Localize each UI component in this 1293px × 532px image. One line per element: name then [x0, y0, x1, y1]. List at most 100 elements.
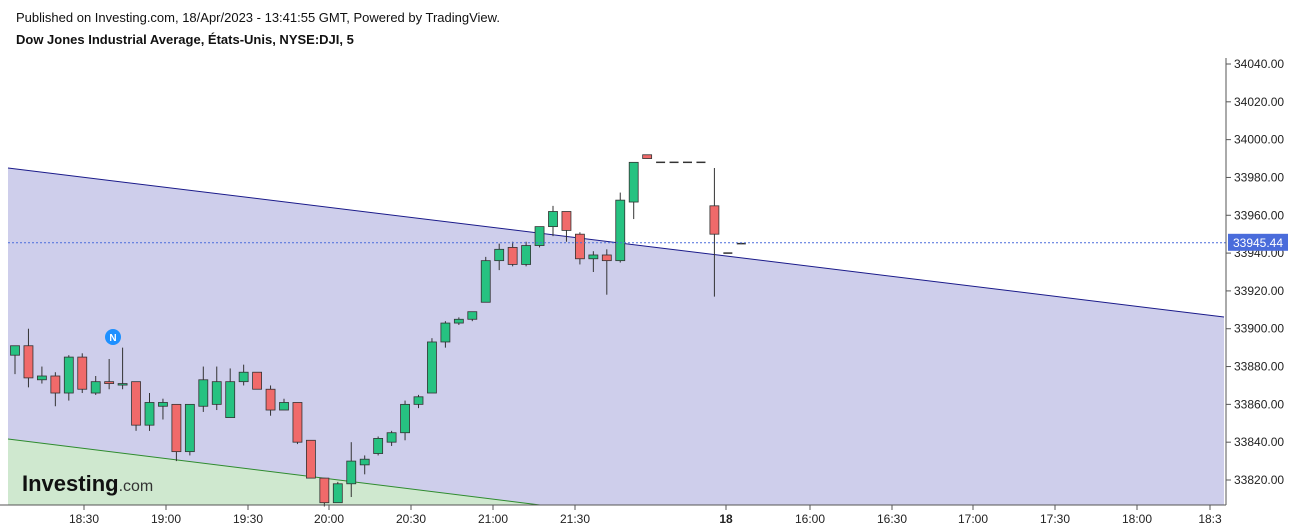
candle: [63, 355, 74, 401]
candle: [480, 256, 491, 303]
candle-body-up: [386, 432, 397, 443]
candle: [184, 403, 195, 456]
candle-body-up: [440, 322, 451, 343]
logo-brand: Investing: [22, 471, 119, 496]
candle: [467, 311, 478, 322]
news-marker-label: N: [109, 333, 116, 344]
news-marker[interactable]: N: [105, 329, 121, 345]
candle-body-up: [37, 375, 47, 381]
candle: [386, 430, 397, 446]
candle: [642, 154, 653, 159]
candle-body-up: [628, 161, 639, 203]
candle: [400, 400, 410, 441]
candle-body-up: [427, 341, 437, 394]
candle: [238, 364, 249, 386]
candle-body-up: [63, 356, 74, 394]
x-tick-label: 19:30: [233, 512, 263, 526]
candle: [198, 366, 209, 412]
x-tick-label: 21:00: [478, 512, 508, 526]
x-tick-label: 18:30: [69, 512, 99, 526]
x-tick-label: 16:00: [795, 512, 825, 526]
candle-body-down: [507, 247, 518, 265]
candle: [158, 398, 168, 420]
candle-body-up: [144, 402, 155, 426]
candle-body-up: [548, 211, 558, 228]
candle: [534, 226, 545, 248]
candle: [10, 345, 20, 375]
candle: [548, 205, 558, 237]
candle: [615, 192, 626, 263]
candle-body-up: [467, 311, 478, 320]
y-tick-label: 33820.00: [1234, 473, 1284, 487]
y-tick-label: 33840.00: [1234, 435, 1284, 449]
candle-body-down: [319, 477, 330, 504]
candle-body-up: [400, 403, 410, 434]
candle-body-up: [90, 381, 101, 394]
y-tick-label: 34020.00: [1234, 95, 1284, 109]
candle-body-up: [184, 403, 195, 453]
candle: [279, 398, 289, 411]
candle-body-up: [373, 437, 384, 454]
candle: [117, 347, 128, 390]
y-tick-label: 33900.00: [1234, 322, 1284, 336]
logo-suffix: .com: [119, 478, 154, 495]
candle: [373, 436, 384, 456]
candle-body-down: [642, 154, 653, 159]
candle-body-up: [588, 254, 599, 260]
candle: [453, 317, 464, 325]
candle-body-up: [211, 381, 222, 405]
x-tick-label: 18:00: [1122, 512, 1152, 526]
candle-body-up: [413, 396, 424, 405]
candle: [507, 241, 518, 267]
candle: [144, 393, 155, 431]
candle: [292, 402, 303, 445]
chart-header: Published on Investing.com, 18/Apr/2023 …: [16, 8, 500, 49]
candle: [709, 168, 720, 297]
candle-body-down: [561, 211, 572, 231]
candle: [494, 243, 505, 271]
candle-body-down: [265, 388, 276, 411]
candle-body-up: [480, 260, 491, 303]
investing-logo: Investing.com: [22, 471, 153, 496]
upper-channel-region: [8, 168, 1224, 505]
candle-body-down: [709, 205, 720, 235]
y-tick-label: 33980.00: [1234, 170, 1284, 184]
y-tick-label: 33960.00: [1234, 208, 1284, 222]
x-axis-ticks: 18:30 19:00 19:30 20:00 20:30 21:00 21:30 18 16:…: [69, 505, 1222, 526]
candle: [628, 161, 639, 220]
candle: [50, 372, 61, 407]
candle: [37, 366, 47, 384]
candle: [265, 385, 276, 416]
candle: [171, 403, 182, 462]
x-tick-label: 17:00: [958, 512, 988, 526]
candle-body-down: [23, 345, 34, 379]
x-tick-label: 19:00: [151, 512, 181, 526]
candle: [440, 321, 451, 348]
candle: [104, 358, 115, 390]
candle-body-up: [615, 199, 626, 262]
candle: [252, 371, 263, 390]
candle-body-up: [279, 402, 289, 411]
candle: [332, 481, 343, 504]
candle-body-up: [534, 226, 545, 246]
candle-body-down: [292, 402, 303, 443]
candle-body-up: [225, 381, 236, 419]
candle-body-up: [332, 483, 343, 504]
chart-title: Dow Jones Industrial Average, États-Unis…: [16, 32, 354, 47]
x-tick-label: 18: [719, 512, 733, 526]
last-price-label: 33945.44: [1228, 233, 1288, 251]
candle-body-down: [305, 439, 316, 479]
x-tick-label: 18:3: [1198, 512, 1222, 526]
x-tick-label: 21:30: [560, 512, 590, 526]
x-tick-label: 17:30: [1040, 512, 1070, 526]
candle: [77, 353, 88, 394]
candle: [521, 241, 531, 267]
candle: [305, 439, 316, 479]
candle-body-up: [158, 402, 168, 407]
y-tick-label: 33920.00: [1234, 284, 1284, 298]
candle-body-up: [346, 460, 357, 485]
candle-body-up: [494, 248, 505, 262]
published-note: Published on Investing.com, 18/Apr/2023 …: [16, 10, 500, 25]
y-tick-label: 34000.00: [1234, 133, 1284, 147]
